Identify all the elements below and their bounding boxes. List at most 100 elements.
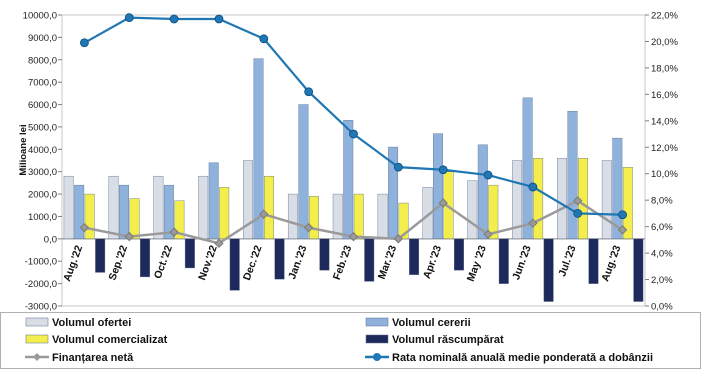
y-tick-label: -2000,0: [25, 279, 57, 290]
net-financing-marker: [573, 196, 583, 206]
bar: [274, 238, 285, 280]
bar: [243, 160, 254, 240]
rate-marker: [483, 170, 493, 180]
bar: [95, 238, 106, 273]
bar: [74, 184, 85, 240]
y-tick-label: 4000,0: [28, 145, 57, 156]
y2-tick-label: 0,0%: [651, 302, 673, 313]
y-tick-label: 3000,0: [28, 167, 57, 178]
net-financing-marker: [214, 238, 224, 249]
y2-tick-label: 16,0%: [651, 90, 678, 101]
rate-marker: [573, 209, 583, 218]
bar: [533, 158, 544, 240]
bar: [432, 133, 443, 240]
bar: [622, 167, 633, 240]
bar: [588, 238, 599, 284]
rate-marker: [214, 14, 224, 24]
bar: [601, 160, 612, 240]
bar: [557, 158, 567, 240]
rate-marker: [124, 13, 134, 23]
bar: [129, 198, 140, 240]
y2-tick-label: 18,0%: [651, 63, 678, 74]
net-financing-marker: [438, 198, 448, 208]
bar: [63, 175, 74, 240]
net-financing-marker: [617, 225, 628, 235]
legend-swatch: [365, 317, 389, 327]
y-axis-label: Milioane lei: [18, 124, 29, 175]
rate-marker: [618, 210, 627, 220]
bar: [219, 187, 230, 240]
x-tick-label: Nov.'22: [196, 244, 220, 282]
bar: [612, 137, 623, 240]
bar: [332, 193, 343, 240]
rate-marker: [169, 14, 179, 24]
y-tick-label: 1000,0: [28, 212, 57, 223]
y-tick-label: 7000,0: [28, 78, 57, 89]
net-financing-marker: [124, 231, 134, 242]
legend-label: Volumul comercializat: [52, 334, 168, 346]
net-financing-marker: [348, 231, 359, 242]
rate-marker: [438, 165, 448, 175]
legend-label: Volumul răscumpărat: [392, 334, 504, 346]
bar: [543, 238, 554, 302]
legend: Volumul ofertei Volumul cererii Volumul co…: [0, 312, 701, 369]
rate-marker: [259, 34, 269, 44]
legend-box: [0, 312, 701, 369]
x-tick-label: Jun.'23: [510, 244, 534, 282]
bar: [264, 175, 275, 240]
y2-tick-label: 10,0%: [651, 169, 678, 180]
bar: [453, 238, 464, 271]
bar: [174, 200, 185, 240]
x-tick-label: Aug.'23: [599, 244, 623, 283]
y2-tick-label: 6,0%: [651, 222, 673, 233]
y-tick-label: 0,0: [44, 234, 57, 245]
lines-layer: [79, 13, 628, 249]
bar: [153, 175, 164, 240]
rate-marker: [393, 162, 403, 172]
y-tick-label: 9000,0: [28, 33, 57, 44]
y2-tick-label: 8,0%: [651, 196, 673, 207]
legend-marker: [33, 353, 41, 361]
bar: [477, 144, 488, 240]
bar: [119, 184, 129, 240]
x-tick-label: Feb.'23: [331, 244, 355, 282]
bar: [208, 162, 219, 240]
bar: [409, 238, 420, 275]
net-financing-marker: [393, 234, 404, 244]
y2-tick-label: 2,0%: [651, 275, 673, 286]
rate-marker: [80, 38, 89, 48]
bar: [633, 238, 644, 302]
bar: [319, 238, 330, 271]
y-tick-label: -3000,0: [25, 302, 57, 313]
legend-label: Volumul cererii: [392, 317, 471, 329]
x-tick-label: Sep.'22: [106, 244, 130, 282]
net-financing-marker: [303, 222, 314, 233]
legend-label: Volumul ofertei: [52, 317, 131, 329]
bar: [108, 175, 119, 240]
bar: [488, 184, 499, 240]
x-tick-label: Jul.'23: [556, 244, 578, 279]
y-tick-label: 5000,0: [28, 122, 57, 133]
bar: [364, 238, 375, 282]
x-tick-label: Mar.'23: [376, 244, 399, 281]
legend-swatch: [365, 334, 389, 344]
net-financing-marker: [79, 222, 90, 233]
y-tick-label: 10000,0: [23, 11, 57, 22]
net-financing-marker: [483, 229, 493, 240]
x-tick-label: Apr.'23: [421, 244, 444, 281]
bar: [398, 202, 409, 240]
bar: [567, 111, 578, 240]
y-tick-label: 2000,0: [28, 190, 57, 201]
bar: [287, 193, 298, 240]
bar: [353, 193, 364, 240]
y2-tick-label: 20,0%: [651, 37, 678, 48]
bar: [522, 97, 533, 240]
bar: [184, 238, 195, 269]
y-tick-label: -1000,0: [25, 257, 57, 268]
bar: [308, 196, 319, 240]
bar: [467, 180, 478, 240]
bar: [84, 193, 95, 240]
x-tick-label: Dec.'22: [241, 244, 265, 282]
